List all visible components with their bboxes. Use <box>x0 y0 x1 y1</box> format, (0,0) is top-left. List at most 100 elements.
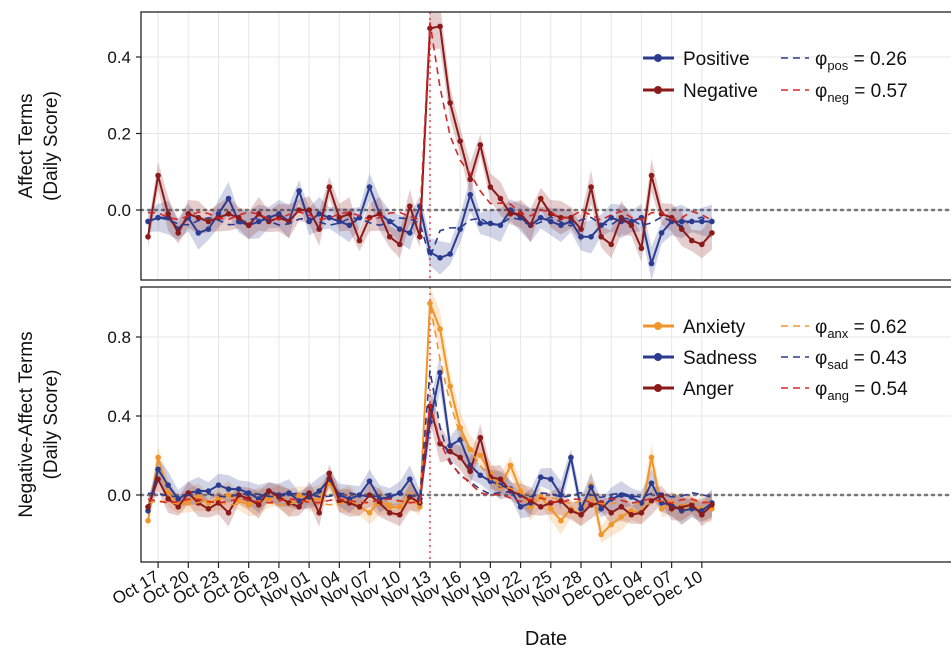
anger-point <box>215 500 222 506</box>
y-axis-title-line1: Negative-Affect Terms <box>16 331 37 517</box>
anxiety-point <box>477 452 484 459</box>
y-tick-label: 0.8 <box>107 328 131 347</box>
sadness-point <box>588 484 594 490</box>
sadness-point <box>205 488 212 494</box>
negative-point <box>628 222 635 229</box>
negative-point <box>648 172 655 179</box>
y-tick-label: 0.2 <box>107 125 131 144</box>
anxiety-point <box>658 506 665 512</box>
anger-point <box>437 440 443 447</box>
anxiety-point <box>628 508 635 514</box>
legend-label-sadness: Sadness <box>683 348 757 369</box>
sadness-point <box>235 486 242 492</box>
negative-point <box>386 233 393 240</box>
negative-point <box>447 100 453 106</box>
anger-point <box>447 448 453 455</box>
negative-point <box>568 214 574 221</box>
legend-label-positive: Positive <box>683 49 750 70</box>
negative-point <box>497 195 504 202</box>
plot-frame <box>140 286 951 563</box>
positive-point <box>276 211 282 217</box>
grid <box>141 12 951 280</box>
negative-point <box>598 233 604 240</box>
anxiety-point <box>396 504 403 510</box>
anger-point <box>356 504 363 510</box>
plot-frame <box>140 11 951 281</box>
legend-label-anger: Anger <box>683 379 734 400</box>
positive-point <box>457 226 463 232</box>
anxiety-point <box>417 504 423 510</box>
y-axis-title-line2: (Daily Score) <box>41 370 62 480</box>
positive-point <box>548 218 554 225</box>
positive-point <box>195 230 202 236</box>
positive-point <box>658 230 665 236</box>
negative-point <box>688 237 695 244</box>
anger-point <box>558 498 564 504</box>
y-tick-label: 0.0 <box>107 201 131 220</box>
y-tick-label: 0.4 <box>107 407 131 426</box>
negative-point <box>437 23 443 30</box>
sadness-point <box>437 369 443 376</box>
negative-point <box>245 222 252 229</box>
positive-point <box>266 214 272 221</box>
anger-point <box>316 509 322 516</box>
negative-point <box>578 226 584 232</box>
positive-point <box>497 222 504 229</box>
negative-point <box>296 207 302 213</box>
negative-point <box>396 241 403 248</box>
anger-point <box>467 468 474 475</box>
negative-point <box>709 230 715 236</box>
anger-point <box>477 434 484 441</box>
positive-point <box>537 214 544 221</box>
anger-point <box>235 492 242 498</box>
affect-terms-panel: 0.0 0.2 0.4 Affect Terms (Daily Score) Positi… <box>16 11 951 281</box>
anxiety-point <box>215 496 222 502</box>
sadness-point <box>537 474 544 481</box>
sadness-point <box>638 500 645 506</box>
negative-point <box>205 218 212 225</box>
positive-point <box>648 260 655 267</box>
legend-marker-negative <box>654 86 662 94</box>
anger-point <box>205 506 212 512</box>
sadness-point <box>286 490 292 496</box>
positive-point <box>699 218 705 225</box>
negative-point <box>356 237 363 244</box>
fit-neg-curve <box>147 22 713 222</box>
positive-point <box>296 188 302 194</box>
sadness-point <box>598 506 604 512</box>
positive-point <box>255 218 262 225</box>
negative-point <box>427 25 433 32</box>
plot-area <box>145 287 715 544</box>
positive-point <box>306 218 312 225</box>
legend-label-fit-pos: φpos = 0.26 <box>815 49 907 73</box>
negative-point <box>255 211 262 217</box>
negative-point <box>417 233 423 240</box>
legend: Anxiety Sadness Anger φanx = 0.62 φsad = 0.4… <box>643 317 908 403</box>
positive-point <box>467 191 474 198</box>
positive-point <box>407 230 413 236</box>
negative-point <box>699 241 705 248</box>
positive-point <box>215 211 222 217</box>
positive-point <box>366 184 373 190</box>
positive-point <box>447 251 453 257</box>
negative-point <box>678 226 685 232</box>
anger-point <box>578 511 584 518</box>
anger-point <box>225 509 232 516</box>
anger-point <box>638 509 645 516</box>
sadness-point <box>356 492 363 498</box>
positive-point <box>628 218 635 225</box>
negative-point <box>588 184 594 190</box>
positive-point <box>578 233 584 240</box>
anger-point <box>568 508 574 514</box>
positive-point <box>437 255 443 261</box>
sadness-point <box>648 480 655 486</box>
sadness-point <box>165 482 171 488</box>
x-axis-title: Date <box>525 628 567 650</box>
y-axis-title-line2: (Daily Score) <box>41 91 62 201</box>
anxiety-point <box>386 504 393 510</box>
anger-point <box>618 504 625 510</box>
anxiety-point <box>618 513 625 520</box>
anxiety-point <box>507 462 514 469</box>
y-axis-title-line1: Affect Terms <box>16 94 37 199</box>
negative-point <box>175 230 182 236</box>
